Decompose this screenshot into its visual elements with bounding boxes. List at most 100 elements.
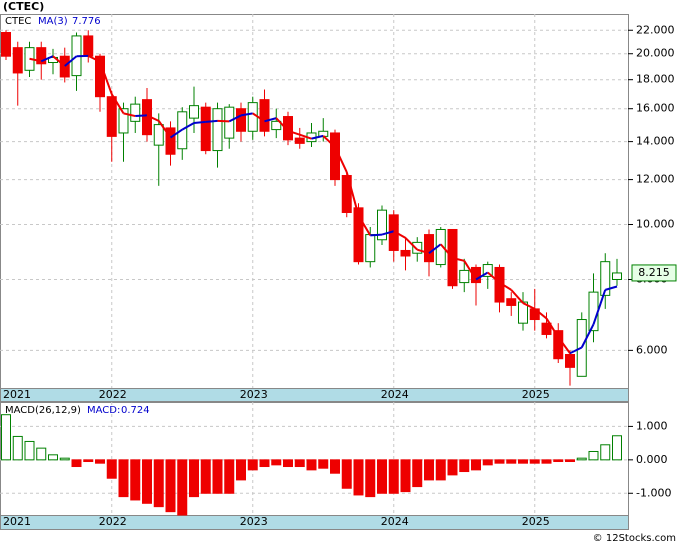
y-tick-label: 20.000 xyxy=(636,47,675,60)
y-tick-label: 16.000 xyxy=(636,102,675,115)
legend-ma-name: MA(3) xyxy=(38,16,68,27)
ma-line xyxy=(452,256,465,262)
macd-bar xyxy=(529,459,540,464)
candle-body xyxy=(400,249,411,257)
macd-bar xyxy=(177,459,188,516)
candle-body xyxy=(259,99,270,132)
x-tick-label: 2023 xyxy=(240,515,268,528)
candle-body xyxy=(1,32,11,57)
macd-bar xyxy=(24,440,35,461)
macd-bar xyxy=(83,459,94,463)
ma-line xyxy=(370,233,383,237)
macd-bar xyxy=(118,459,129,498)
candle-body xyxy=(506,298,517,306)
ma-line xyxy=(404,237,418,251)
macd-bar xyxy=(247,459,258,471)
ma-line xyxy=(99,61,113,95)
macd-bar xyxy=(471,459,481,471)
candle-body xyxy=(189,105,199,119)
candle-body xyxy=(36,47,47,65)
macd-bar xyxy=(388,459,399,494)
candle-body xyxy=(353,207,364,263)
x-tick-label: 2025 xyxy=(522,388,550,401)
ma-line xyxy=(357,215,372,236)
legend-ma-value: 7.776 xyxy=(72,16,101,27)
panel xyxy=(0,402,629,516)
candle-body xyxy=(271,120,282,131)
macd-bar xyxy=(59,457,70,461)
y-tick-label: 18.000 xyxy=(636,73,675,86)
ma-line xyxy=(135,114,148,118)
macd-bar xyxy=(330,459,340,474)
candle-body xyxy=(424,234,434,263)
macd-value: 0.724 xyxy=(121,405,150,416)
macd-bar xyxy=(412,459,423,488)
ma-line xyxy=(534,308,548,320)
macd-bar xyxy=(95,459,105,464)
macd-bar xyxy=(212,459,223,494)
macd-bar xyxy=(482,459,493,466)
macd-bar xyxy=(400,459,411,493)
macd-bar xyxy=(306,459,317,471)
macd-bar xyxy=(283,459,293,468)
x-tick-label: 2024 xyxy=(381,388,409,401)
ma-line xyxy=(87,54,101,63)
ma-line xyxy=(240,112,253,117)
x-tick-label: 2021 xyxy=(3,515,31,528)
ma-line xyxy=(381,230,395,236)
ma-line xyxy=(40,55,54,63)
ma-line xyxy=(252,112,266,123)
candle-body xyxy=(247,102,258,132)
y-tick-label: 0.000 xyxy=(636,453,668,466)
macd-bar xyxy=(435,459,446,481)
y-tick-label: 12.000 xyxy=(636,173,675,186)
macd-bar xyxy=(494,459,505,464)
macd-bar xyxy=(48,454,58,461)
macd-bar xyxy=(153,459,164,508)
candle-body xyxy=(236,108,246,132)
candle-body xyxy=(283,116,293,141)
macd-bar xyxy=(1,414,11,461)
ma-line xyxy=(110,93,125,114)
ma-line xyxy=(228,114,242,123)
ma-line xyxy=(498,281,512,291)
candle-body xyxy=(200,106,211,152)
x-tick-label: 2022 xyxy=(99,515,127,528)
candle-body xyxy=(83,35,94,57)
candle-body xyxy=(294,137,305,144)
x-tick-label: 2025 xyxy=(522,515,550,528)
ma-line xyxy=(146,114,160,122)
y-tick-label: 6.000 xyxy=(636,343,668,356)
ma-line xyxy=(475,271,489,281)
macd-bar xyxy=(130,459,141,501)
candle-body xyxy=(224,106,235,139)
ma-line xyxy=(545,317,560,338)
macd-bar xyxy=(353,459,364,496)
macd-bar xyxy=(424,459,434,481)
candle-body xyxy=(153,124,164,146)
macd-bar xyxy=(565,459,575,463)
candle-body xyxy=(106,96,117,137)
macd-name: MACD(26,12,9) xyxy=(5,405,81,416)
candle-body xyxy=(59,55,70,78)
x-tick-label: 2022 xyxy=(99,388,127,401)
ma-line xyxy=(52,55,66,67)
y-tick-label: -1.000 xyxy=(636,486,671,499)
candle-body xyxy=(541,322,552,335)
macd-bar xyxy=(612,435,622,461)
ma-line xyxy=(428,243,442,255)
x-tick-label: 2023 xyxy=(240,388,268,401)
candle-body xyxy=(165,127,176,155)
candle-body xyxy=(600,261,611,296)
ma-line xyxy=(287,129,301,136)
x-tick-label: 2021 xyxy=(3,388,31,401)
candle-body xyxy=(365,234,376,263)
chart-title: (CTEC) xyxy=(3,0,44,13)
macd-bar xyxy=(12,435,23,461)
ma-line xyxy=(322,135,336,148)
ma-line xyxy=(157,120,172,139)
macd-bar xyxy=(377,459,387,494)
ma-line xyxy=(522,302,536,310)
macd-bar xyxy=(318,459,329,469)
ma-line xyxy=(580,323,595,348)
